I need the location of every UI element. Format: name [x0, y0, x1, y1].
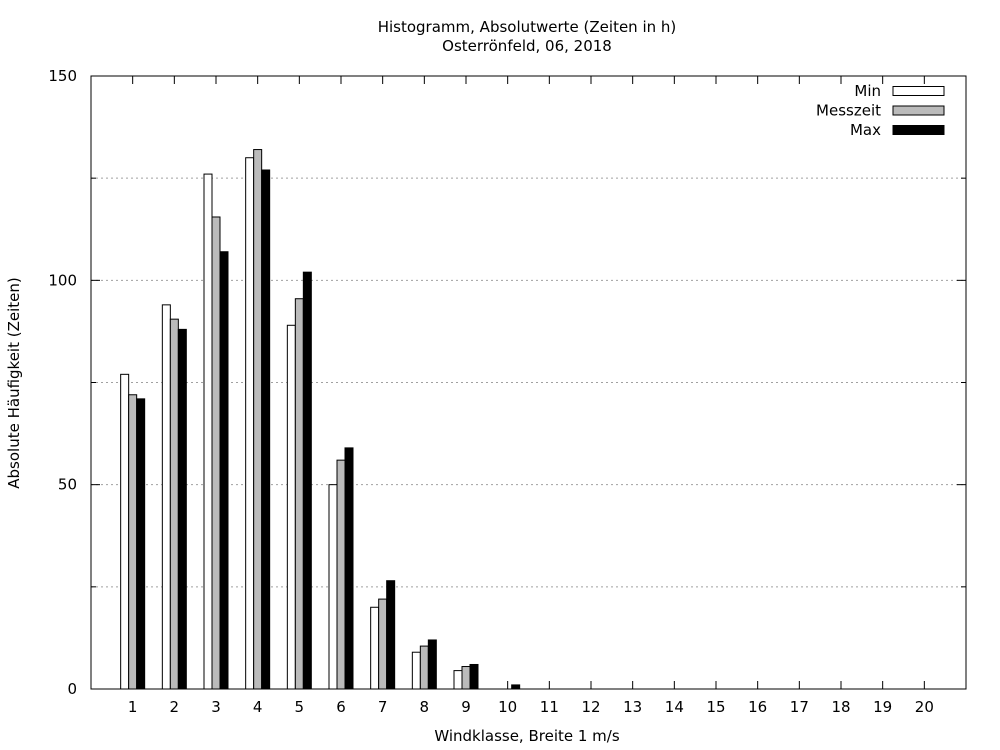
x-tick-label: 15	[706, 698, 725, 716]
x-axis-ticks: 1 2 3 4 5 6 7 8 9 10 11 12 13 14 15 16 17 18 19 20	[128, 76, 934, 716]
x-axis-label: Windklasse, Breite 1 m/s	[434, 727, 620, 745]
bar-max-4	[261, 169, 271, 690]
x-tick-label: 9	[461, 698, 471, 716]
bar-min-4	[245, 157, 255, 690]
bar-min-8	[411, 651, 421, 690]
y-tick-label: 0	[67, 680, 77, 698]
bar-min-3	[203, 173, 213, 690]
x-tick-label: 12	[581, 698, 600, 716]
legend-swatch	[892, 105, 945, 116]
bar-max-3	[219, 251, 229, 690]
bar-max-10	[511, 684, 521, 690]
x-tick-label: 1	[128, 698, 138, 716]
y-tick-label: 50	[58, 476, 77, 494]
x-tick-label: 13	[623, 698, 642, 716]
legend-swatch	[892, 125, 945, 135]
bar-messzeit-8	[419, 645, 429, 690]
bar-min-2	[161, 304, 171, 690]
x-tick-label: 19	[873, 698, 892, 716]
bar-messzeit-7	[378, 598, 388, 690]
bar-min-1	[120, 373, 130, 690]
legend-swatch	[892, 86, 945, 96]
bar-min-7	[370, 606, 380, 690]
legend-label: Messzeit	[816, 102, 881, 120]
x-tick-label: 20	[915, 698, 934, 716]
bar-max-5	[302, 271, 312, 690]
x-tick-label: 2	[170, 698, 180, 716]
x-tick-label: 8	[420, 698, 430, 716]
bar-max-1	[136, 398, 146, 690]
bar-messzeit-1	[128, 394, 138, 690]
legend-label: Min	[854, 82, 881, 100]
x-tick-label: 4	[253, 698, 263, 716]
bar-messzeit-2	[169, 318, 179, 690]
x-tick-label: 11	[540, 698, 559, 716]
x-tick-label: 10	[498, 698, 517, 716]
bar-min-6	[328, 484, 338, 690]
bar-messzeit-9	[461, 666, 471, 690]
x-tick-label: 18	[831, 698, 850, 716]
x-tick-label: 14	[665, 698, 684, 716]
bar-messzeit-6	[336, 459, 346, 690]
x-tick-label: 6	[336, 698, 346, 716]
plot-frame	[90, 75, 967, 690]
gridlines	[91, 177, 966, 588]
x-tick-label: 16	[748, 698, 767, 716]
bar-max-6	[344, 447, 354, 690]
bar-max-7	[386, 580, 396, 690]
y-tick-label: 150	[48, 67, 77, 85]
bar-max-8	[427, 639, 437, 690]
bar-messzeit-5	[294, 298, 304, 690]
x-tick-label: 17	[790, 698, 809, 716]
bars	[120, 149, 521, 690]
y-tick-label: 100	[48, 271, 77, 289]
x-tick-label: 5	[295, 698, 305, 716]
bar-messzeit-3	[211, 216, 221, 690]
bar-min-5	[286, 324, 296, 690]
x-tick-label: 3	[211, 698, 221, 716]
bar-min-9	[453, 670, 463, 690]
chart-subtitle: Osterrönfeld, 06, 2018	[442, 37, 612, 55]
bar-messzeit-4	[253, 149, 263, 690]
legend-label: Max	[850, 121, 881, 139]
y-axis-label: Absolute Häufigkeit (Zeiten)	[5, 277, 23, 488]
bar-max-2	[177, 328, 187, 690]
chart-title: Histogramm, Absolutwerte (Zeiten in h)	[378, 18, 677, 36]
x-tick-label: 7	[378, 698, 388, 716]
bar-max-9	[469, 663, 479, 690]
